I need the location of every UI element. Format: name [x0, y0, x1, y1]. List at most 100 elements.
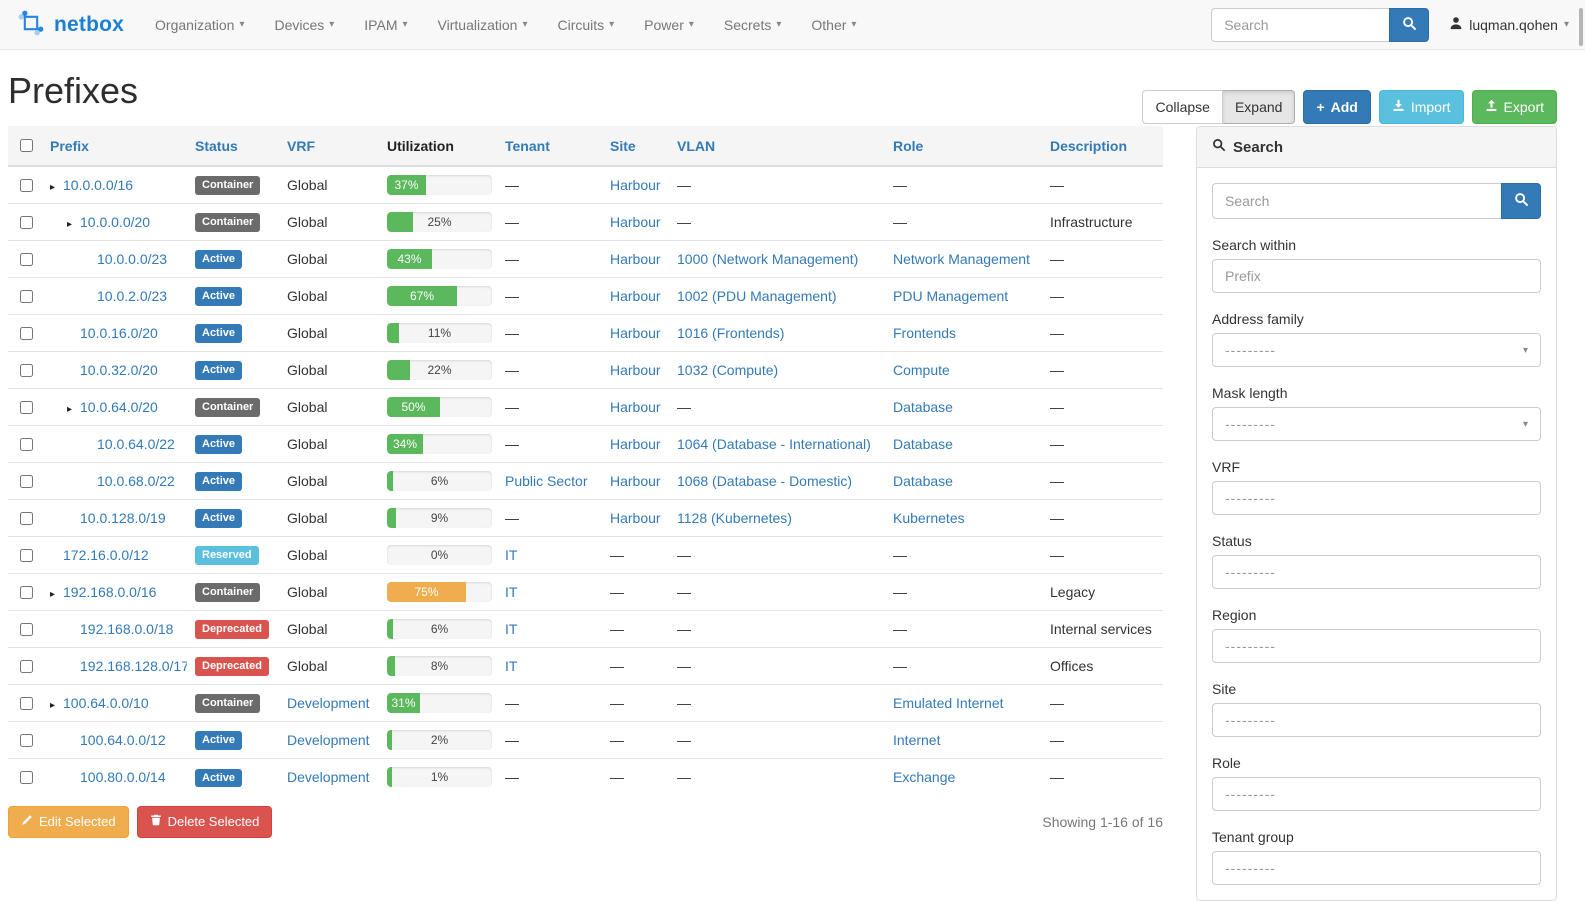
menu-ipam[interactable]: IPAM ▾: [349, 2, 422, 48]
row-checkbox[interactable]: [20, 585, 33, 599]
prefix-link[interactable]: 10.0.2.0/23: [97, 288, 168, 304]
column-header-status[interactable]: Status: [187, 126, 279, 167]
role-link[interactable]: Database: [893, 473, 953, 489]
role-link[interactable]: Database: [893, 436, 953, 452]
scrollbar-thumb[interactable]: [1579, 8, 1583, 46]
filter-search-button[interactable]: [1501, 183, 1541, 219]
filter-input-search-within[interactable]: [1212, 259, 1541, 293]
tenant-link[interactable]: IT: [505, 547, 518, 563]
filter-select-vrf[interactable]: ---------: [1212, 481, 1541, 515]
import-button[interactable]: Import: [1378, 90, 1464, 124]
role-link[interactable]: Database: [893, 399, 953, 415]
site-link[interactable]: Harbour: [610, 177, 661, 193]
role-link[interactable]: Network Management: [893, 251, 1030, 267]
row-checkbox[interactable]: [20, 770, 33, 784]
menu-organization[interactable]: Organization ▾: [140, 2, 259, 48]
prefix-link[interactable]: 10.0.16.0/20: [80, 325, 158, 341]
site-link[interactable]: Harbour: [610, 436, 661, 452]
vlan-link[interactable]: 1068 (Database - Domestic): [677, 473, 853, 489]
prefix-link[interactable]: 10.0.64.0/20: [80, 399, 158, 415]
expand-button[interactable]: Expand: [1222, 90, 1296, 124]
row-checkbox[interactable]: [20, 326, 33, 340]
row-checkbox[interactable]: [20, 400, 33, 414]
prefix-link[interactable]: 10.0.128.0/19: [80, 510, 166, 526]
prefix-link[interactable]: 10.0.64.0/22: [97, 436, 175, 452]
row-checkbox[interactable]: [20, 252, 33, 266]
site-link[interactable]: Harbour: [610, 362, 661, 378]
role-link[interactable]: PDU Management: [893, 288, 1009, 304]
column-header-role[interactable]: Role: [885, 126, 1042, 167]
column-header-description[interactable]: Description: [1042, 126, 1163, 167]
vlan-link[interactable]: 1032 (Compute): [677, 362, 779, 378]
row-checkbox[interactable]: [20, 437, 33, 451]
row-checkbox[interactable]: [20, 178, 33, 192]
column-header-vlan[interactable]: VLAN: [669, 126, 885, 167]
site-link[interactable]: Harbour: [610, 473, 661, 489]
row-checkbox[interactable]: [20, 696, 33, 710]
row-checkbox[interactable]: [20, 548, 33, 562]
site-link[interactable]: Harbour: [610, 214, 661, 230]
select-all-checkbox[interactable]: [20, 139, 33, 152]
row-checkbox[interactable]: [20, 474, 33, 488]
role-link[interactable]: Kubernetes: [893, 510, 965, 526]
menu-power[interactable]: Power ▾: [629, 2, 709, 48]
menu-circuits[interactable]: Circuits ▾: [542, 2, 629, 48]
vlan-link[interactable]: 1128 (Kubernetes): [677, 510, 792, 526]
add-button[interactable]: + Add: [1303, 90, 1371, 124]
row-checkbox[interactable]: [20, 215, 33, 229]
netbox-brand[interactable]: netbox: [16, 8, 124, 41]
site-link[interactable]: Harbour: [610, 288, 661, 304]
filter-select-role[interactable]: ---------: [1212, 777, 1541, 811]
prefix-link[interactable]: 192.168.0.0/16: [63, 584, 157, 600]
column-header-prefix[interactable]: Prefix: [42, 126, 187, 167]
menu-other[interactable]: Other ▾: [796, 2, 871, 48]
vrf-link[interactable]: Development: [287, 769, 370, 786]
vlan-link[interactable]: 1002 (PDU Management): [677, 288, 837, 304]
prefix-link[interactable]: 192.168.128.0/17: [80, 658, 187, 674]
menu-devices[interactable]: Devices ▾: [259, 2, 349, 48]
global-search-button[interactable]: [1389, 7, 1430, 42]
prefix-link[interactable]: 10.0.0.0/20: [80, 214, 151, 230]
row-checkbox[interactable]: [20, 363, 33, 377]
role-link[interactable]: Exchange: [893, 769, 956, 786]
site-link[interactable]: Harbour: [610, 251, 661, 267]
column-header-tenant[interactable]: Tenant: [497, 126, 602, 167]
collapse-button[interactable]: Collapse: [1142, 90, 1223, 124]
row-checkbox[interactable]: [20, 622, 33, 636]
vlan-link[interactable]: 1000 (Network Management): [677, 251, 859, 267]
menu-secrets[interactable]: Secrets ▾: [709, 2, 797, 48]
row-checkbox[interactable]: [20, 733, 33, 747]
row-checkbox[interactable]: [20, 659, 33, 673]
edit-selected-button[interactable]: Edit Selected: [8, 805, 129, 838]
role-link[interactable]: Frontends: [893, 325, 957, 341]
prefix-link[interactable]: 10.0.0.0/23: [97, 251, 168, 267]
vrf-link[interactable]: Development: [287, 695, 370, 711]
export-button[interactable]: Export: [1471, 90, 1557, 124]
site-link[interactable]: Harbour: [610, 399, 661, 415]
global-search-input[interactable]: [1211, 7, 1390, 42]
delete-selected-button[interactable]: Delete Selected: [136, 805, 273, 838]
prefix-link[interactable]: 10.0.0.0/16: [63, 177, 134, 193]
column-header-vrf[interactable]: VRF: [279, 126, 379, 167]
row-checkbox[interactable]: [20, 511, 33, 525]
tenant-link[interactable]: IT: [505, 584, 518, 600]
filter-select-region[interactable]: ---------: [1212, 629, 1541, 663]
prefix-link[interactable]: 172.16.0.0/12: [63, 547, 149, 563]
user-menu[interactable]: luqman.qohen ▾: [1449, 16, 1569, 33]
tenant-link[interactable]: IT: [505, 621, 518, 637]
prefix-link[interactable]: 100.80.0.0/14: [80, 769, 166, 786]
vlan-link[interactable]: 1064 (Database - International): [677, 436, 871, 452]
vlan-link[interactable]: 1016 (Frontends): [677, 325, 785, 341]
prefix-link[interactable]: 192.168.0.0/18: [80, 621, 174, 637]
role-link[interactable]: Emulated Internet: [893, 695, 1004, 711]
tenant-link[interactable]: IT: [505, 658, 518, 674]
filter-select-tenant-group[interactable]: ---------: [1212, 851, 1541, 885]
role-link[interactable]: Compute: [893, 362, 950, 378]
role-link[interactable]: Internet: [893, 732, 941, 748]
prefix-link[interactable]: 10.0.32.0/20: [80, 362, 158, 378]
filter-select-site[interactable]: ---------: [1212, 703, 1541, 737]
tenant-link[interactable]: Public Sector: [505, 473, 588, 489]
column-header-site[interactable]: Site: [602, 126, 669, 167]
vrf-link[interactable]: Development: [287, 732, 370, 748]
filter-select-address-family[interactable]: --------- ▾: [1212, 333, 1541, 367]
